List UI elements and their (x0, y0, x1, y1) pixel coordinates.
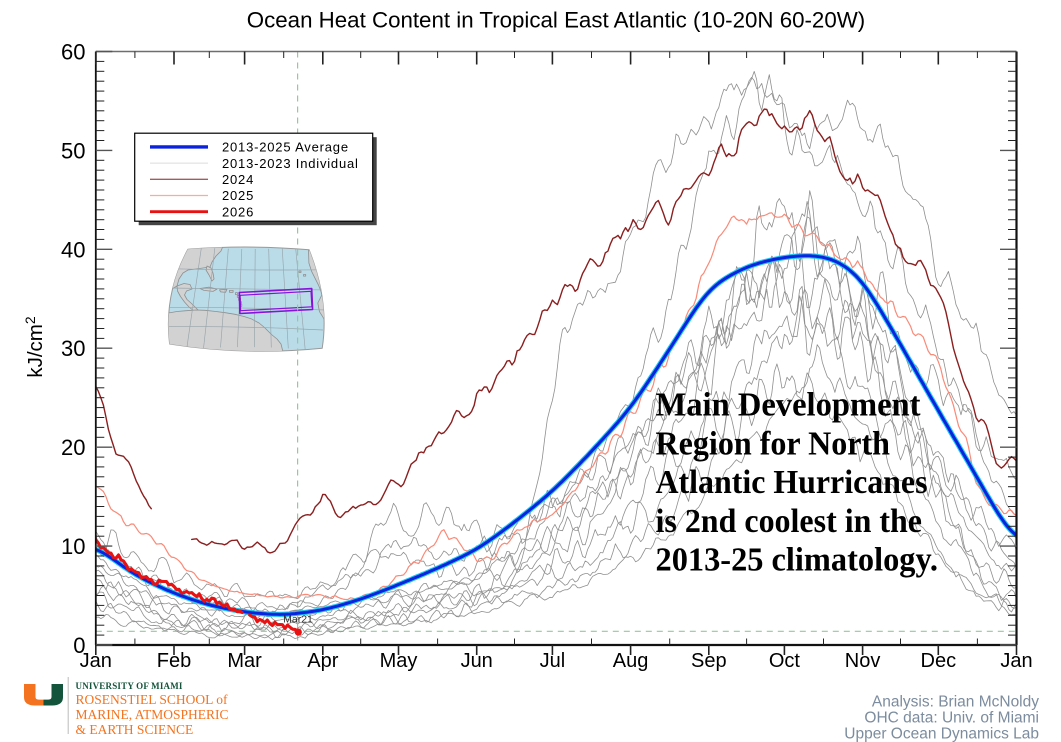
svg-text:0: 0 (73, 633, 85, 658)
svg-text:2024: 2024 (222, 172, 254, 187)
svg-text:50: 50 (61, 138, 85, 163)
svg-text:20: 20 (61, 435, 85, 460)
svg-text:Mar21: Mar21 (283, 613, 313, 625)
svg-text:Analysis: Brian McNoldy: Analysis: Brian McNoldy (872, 694, 1039, 711)
svg-text:Oct: Oct (769, 650, 801, 672)
svg-text:Dec: Dec (921, 650, 957, 672)
svg-text:is 2nd coolest in the: is 2nd coolest in the (656, 503, 923, 540)
svg-text:kJ/cm2: kJ/cm2 (22, 316, 47, 378)
svg-text:2013-2025 Average: 2013-2025 Average (222, 140, 349, 155)
svg-text:30: 30 (61, 336, 85, 361)
svg-text:Jun: Jun (461, 650, 493, 672)
svg-text:Jan: Jan (80, 650, 112, 672)
svg-text:Atlantic Hurricanes: Atlantic Hurricanes (656, 464, 928, 501)
svg-text:OHC data: Univ. of Miami: OHC data: Univ. of Miami (864, 710, 1039, 727)
svg-text:40: 40 (61, 237, 85, 262)
svg-text:Jan: Jan (1000, 650, 1032, 672)
svg-text:60: 60 (61, 40, 85, 65)
svg-text:Sep: Sep (691, 650, 727, 672)
svg-text:Mar: Mar (227, 650, 262, 672)
svg-text:Upper Ocean Dynamics Lab: Upper Ocean Dynamics Lab (844, 726, 1039, 742)
svg-text:& EARTH SCIENCE: & EARTH SCIENCE (76, 722, 194, 737)
svg-text:Aug: Aug (613, 650, 649, 672)
svg-text:Apr: Apr (307, 650, 338, 672)
svg-text:2026: 2026 (222, 204, 254, 219)
svg-text:ROSENSTIEL SCHOOL of: ROSENSTIEL SCHOOL of (76, 692, 229, 707)
svg-text:2013-25 climatology.: 2013-25 climatology. (656, 542, 939, 579)
svg-text:UNIVERSITY OF MIAMI: UNIVERSITY OF MIAMI (76, 681, 183, 691)
svg-text:2013-2023 Individual: 2013-2023 Individual (222, 156, 359, 171)
svg-text:Region for North: Region for North (656, 425, 891, 462)
svg-text:Feb: Feb (157, 650, 191, 672)
svg-text:10: 10 (61, 534, 85, 559)
svg-text:2025: 2025 (222, 188, 254, 203)
svg-text:Jul: Jul (540, 650, 566, 672)
svg-text:May: May (380, 650, 418, 672)
svg-text:MARINE, ATMOSPHERIC: MARINE, ATMOSPHERIC (76, 707, 229, 722)
svg-text:Main Development: Main Development (656, 387, 922, 424)
svg-text:Ocean Heat Content in Tropical: Ocean Heat Content in Tropical East Atla… (247, 8, 865, 33)
svg-text:Nov: Nov (845, 650, 881, 672)
